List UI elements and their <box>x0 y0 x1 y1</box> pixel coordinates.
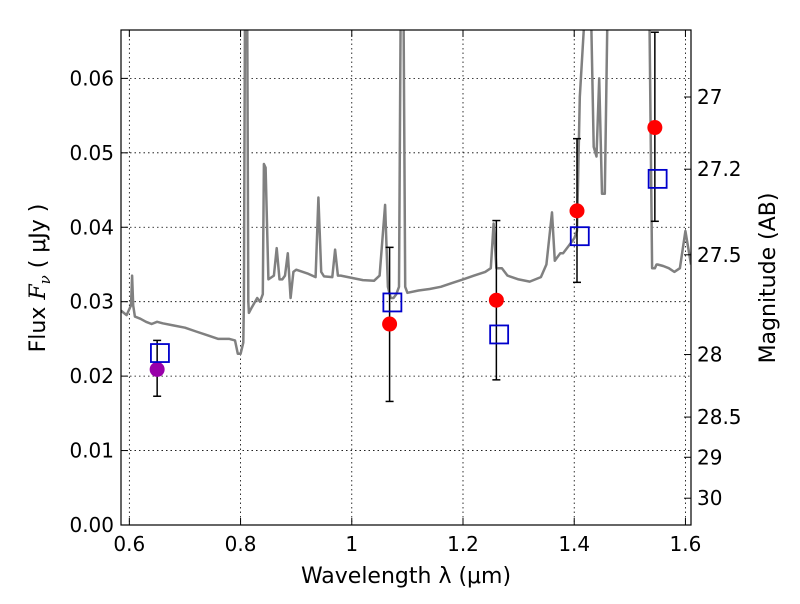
model-spectrum <box>121 30 691 356</box>
model-point <box>382 292 403 313</box>
y2-tick-label: 30 <box>697 486 722 510</box>
y2-tick-label: 28.5 <box>697 405 742 429</box>
x-tick-label: 0.8 <box>225 532 257 556</box>
model-point <box>569 226 590 247</box>
y-axis-label: Flux Fν ( μJy ) <box>26 204 54 353</box>
model-point <box>150 343 170 363</box>
observed-point <box>382 316 398 332</box>
y-label-subscript: ν <box>36 275 54 284</box>
y2-axis-label: Magnitude (AB) <box>756 193 781 364</box>
axis-ticks: 0.6 0.8 1 1.2 1.4 1.6 0.00 0.01 0.02 0.03 0.04 0.05… <box>69 30 742 556</box>
observed-point <box>488 292 504 308</box>
observed-point <box>149 361 165 377</box>
y2-tick-label: 28 <box>697 343 722 367</box>
y-label-prefix: Flux <box>26 300 51 353</box>
y-tick-label: 0.06 <box>69 66 114 90</box>
y2-tick-label: 29 <box>697 445 722 469</box>
y-tick-label: 0.04 <box>69 215 114 239</box>
x-axis-label: Wavelength λ (μm) <box>301 564 511 589</box>
y2-tick-label: 27 <box>697 85 722 109</box>
y-tick-label: 0.03 <box>69 290 114 314</box>
observed-points <box>149 120 663 377</box>
x-tick-label: 1.2 <box>447 532 479 556</box>
observed-point <box>569 203 585 219</box>
model-points <box>150 168 668 363</box>
y-tick-label: 0.01 <box>69 439 114 463</box>
plot-frame <box>120 29 692 526</box>
y-tick-label: 0.00 <box>69 513 114 537</box>
model-point <box>489 324 510 345</box>
x-tick-label: 0.6 <box>113 532 145 556</box>
y-tick-label: 0.05 <box>69 141 114 165</box>
y-label-symbol: F <box>26 284 51 301</box>
spectrum-line <box>121 30 691 356</box>
x-tick-label: 1.4 <box>558 532 590 556</box>
x-tick-label: 1.6 <box>670 532 702 556</box>
y-tick-label: 0.02 <box>69 364 114 388</box>
model-point <box>647 168 668 189</box>
y-label-unit: ( μJy ) <box>26 204 51 276</box>
y2-tick-label: 27.2 <box>697 157 742 181</box>
observed-point <box>647 120 663 136</box>
x-tick-label: 1 <box>345 532 358 556</box>
y2-tick-label: 27.5 <box>697 243 742 267</box>
